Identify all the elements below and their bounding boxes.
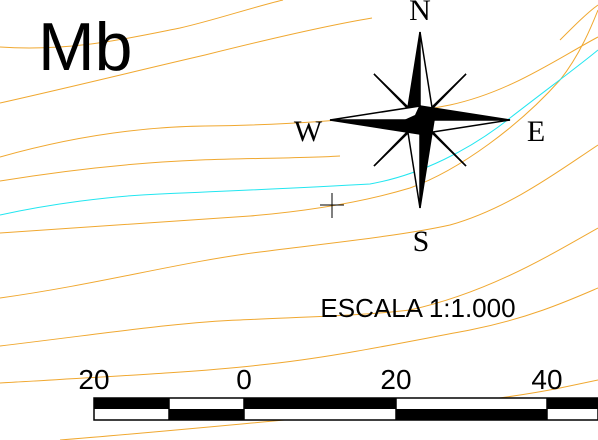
contour-line [0,287,598,384]
compass-east-label: E [527,115,545,148]
scale-bar-segment [169,409,244,420]
stream-line [0,49,598,216]
compass-north-label: N [409,0,431,27]
scale-bar-segment [94,398,169,409]
contour-line [0,155,341,182]
scale-bar-segment [396,409,547,420]
scale-bar-segment [547,398,598,409]
contour-line [559,4,598,41]
compass-south-label: S [413,225,430,258]
survey-point-icon [320,193,344,218]
scale-bar-segment [244,398,396,409]
scale-tick-label: 20 [380,364,411,395]
scale-tick-label: 20 [78,364,109,395]
contour-line [0,36,598,158]
compass-west-label: W [294,115,323,148]
contour-line [0,0,284,49]
scale-text: ESCALA 1:1.000 [320,293,515,323]
scale-tick-label: 40 [531,364,562,395]
compass-rose-icon [329,31,511,209]
scale-tick-label: 0 [236,364,252,395]
contour-line [0,17,373,104]
zone-label: Mb [38,9,132,85]
contour-line [0,227,598,347]
contour-line [0,144,598,299]
scale-bar [93,397,598,421]
